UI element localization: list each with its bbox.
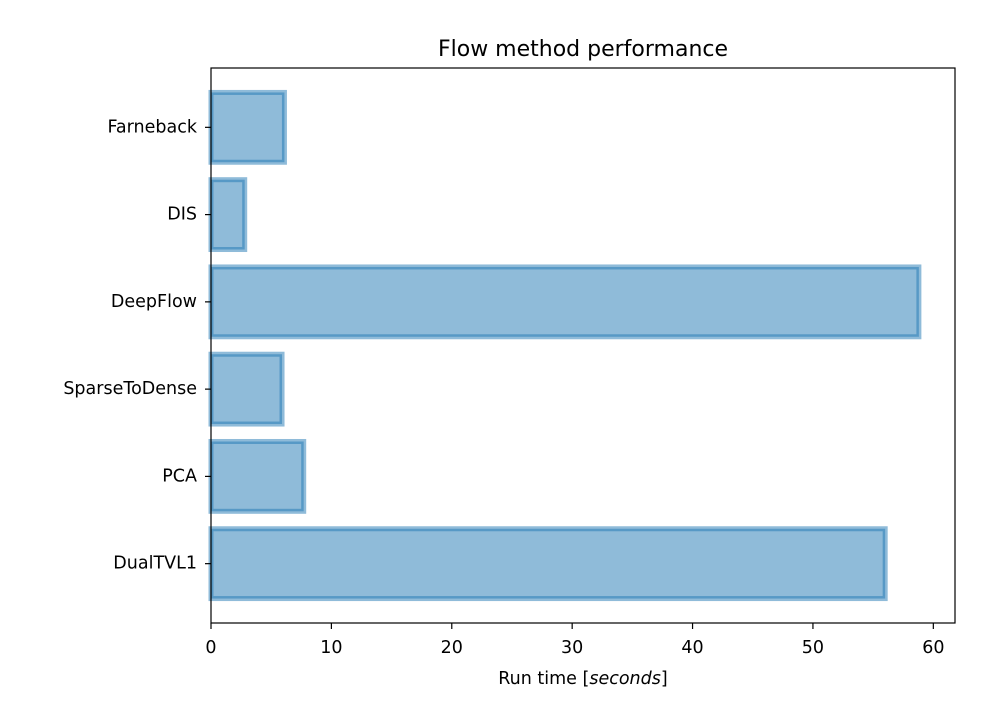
bar-pca [208,438,307,514]
y-tick-label-dis: DIS [167,205,197,225]
y-tick-label-pca: PCA [162,466,197,486]
x-tick-label-10: 10 [320,638,342,658]
x-axis-label-suffix: ] [661,669,668,689]
x-axis-label-emphasis: seconds [589,669,661,689]
bar-dis [208,177,248,253]
x-tick-label-30: 30 [561,638,583,658]
y-tick-label-sparsetodense: SparseToDense [63,379,197,399]
x-axis-label: Run time [seconds] [498,669,667,689]
bar-farneback [208,89,287,165]
x-tick-label-40: 40 [681,638,703,658]
y-axis-ticks: Farneback DIS DeepFlow SparseToDense PCA Dual… [63,117,211,574]
x-tick-label-50: 50 [802,638,824,658]
bar-deepflow [208,264,922,340]
x-tick-label-0: 0 [205,638,216,658]
y-tick-label-dualtvl1: DualTVL1 [113,554,197,574]
bar-dualtvl1 [208,526,888,602]
x-axis-label-prefix: Run time [ [498,669,589,689]
bars-group [208,89,922,602]
chart-title: Flow method performance [438,37,728,62]
x-tick-label-20: 20 [441,638,463,658]
y-tick-label-farneback: Farneback [107,117,197,137]
x-axis-ticks: 0 10 20 30 40 50 60 [205,623,944,658]
x-tick-label-60: 60 [922,638,944,658]
bar-sparsetodense [208,351,285,427]
y-tick-label-deepflow: DeepFlow [111,292,197,312]
plot-frame [210,67,956,624]
